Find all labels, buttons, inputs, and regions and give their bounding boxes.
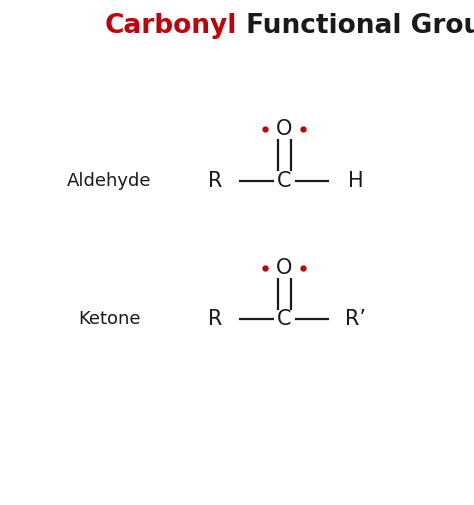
Text: Ketone: Ketone	[78, 311, 140, 328]
Text: shutterstøck®: shutterstøck®	[191, 481, 283, 494]
Text: H: H	[348, 171, 363, 191]
Text: R’: R’	[345, 310, 366, 329]
Text: O: O	[276, 258, 292, 278]
Text: Carbonyl: Carbonyl	[105, 13, 237, 39]
Text: R: R	[209, 310, 223, 329]
Text: C: C	[277, 310, 292, 329]
Text: Functional Group: Functional Group	[237, 13, 474, 39]
Text: C: C	[277, 171, 292, 191]
Text: Aldehyde: Aldehyde	[67, 172, 151, 190]
Text: R: R	[209, 171, 223, 191]
Text: O: O	[276, 119, 292, 139]
